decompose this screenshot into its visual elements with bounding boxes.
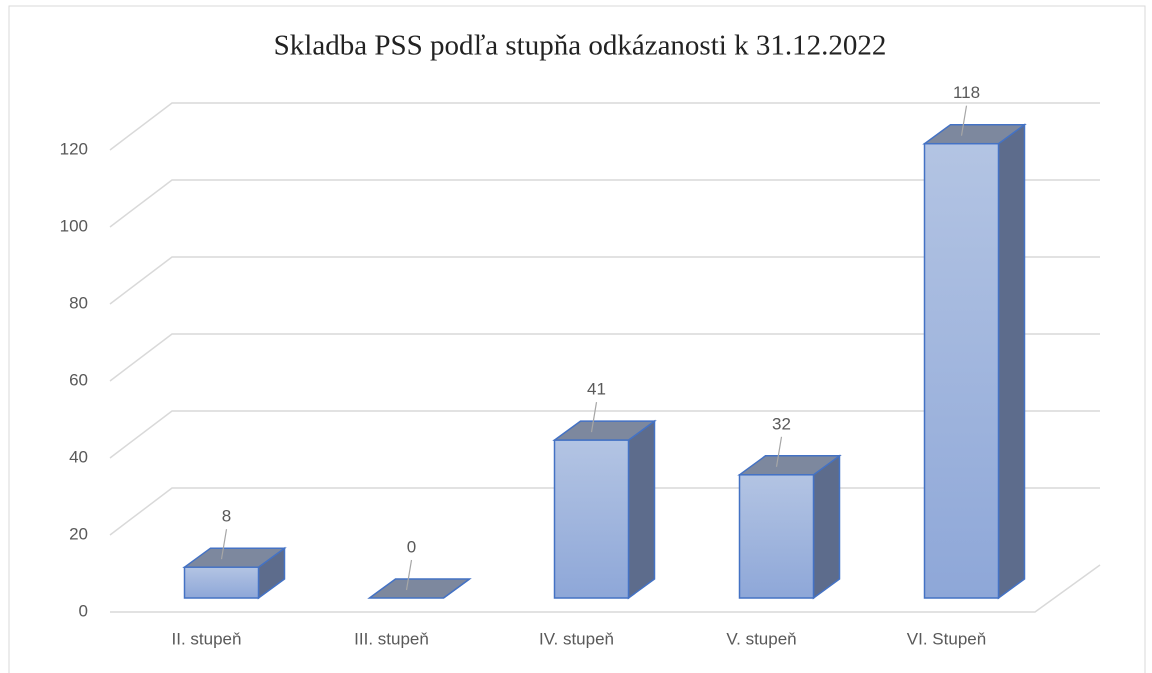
y-tick-label: 100 [60, 216, 88, 235]
bar-top [367, 578, 472, 599]
grid-line [109, 102, 1100, 151]
bar [183, 566, 260, 599]
y-tick-label: 120 [60, 139, 88, 158]
value-label: 118 [953, 83, 980, 102]
value-label: 41 [587, 380, 606, 399]
value-label: 0 [407, 537, 416, 556]
bar-side [812, 454, 841, 600]
value-label: 8 [222, 507, 231, 526]
y-tick-label: 60 [69, 370, 88, 389]
y-tick-label: 20 [69, 524, 88, 543]
bar [553, 439, 630, 599]
value-label: 32 [772, 414, 791, 433]
grid-line [109, 256, 1100, 305]
grid-line [109, 333, 1100, 382]
x-tick-label: III. stupeň [354, 629, 429, 648]
y-tick-label: 80 [69, 293, 88, 312]
y-tick-label: 40 [69, 447, 88, 466]
x-tick-label: VI. Stupeň [907, 629, 986, 648]
bar [738, 474, 815, 599]
x-tick-label: V. stupeň [726, 629, 796, 648]
bar [923, 142, 1000, 599]
grid-line [110, 564, 1101, 613]
grid-line [109, 410, 1100, 459]
grid-line [109, 179, 1100, 228]
chart-title: Skladba PSS podľa stupňa odkázanosti k 3… [274, 30, 887, 62]
leader-line [220, 529, 228, 560]
leader-line [590, 402, 598, 433]
chart-border [8, 5, 1146, 673]
bar-side [997, 123, 1026, 600]
leader-line [960, 105, 968, 136]
x-tick-label: II. stupeň [172, 629, 242, 648]
x-tick-label: IV. stupeň [539, 629, 614, 648]
leader-line [775, 436, 783, 467]
leader-line [405, 559, 413, 591]
bar-side [627, 419, 656, 600]
y-tick-label: 0 [79, 601, 88, 620]
